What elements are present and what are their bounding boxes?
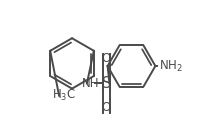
Text: H$_3$C: H$_3$C — [52, 88, 76, 103]
Text: O: O — [102, 52, 111, 65]
Text: NH: NH — [82, 77, 99, 90]
Text: S: S — [102, 76, 111, 91]
Text: O: O — [102, 102, 111, 114]
Text: NH$_2$: NH$_2$ — [159, 58, 182, 74]
